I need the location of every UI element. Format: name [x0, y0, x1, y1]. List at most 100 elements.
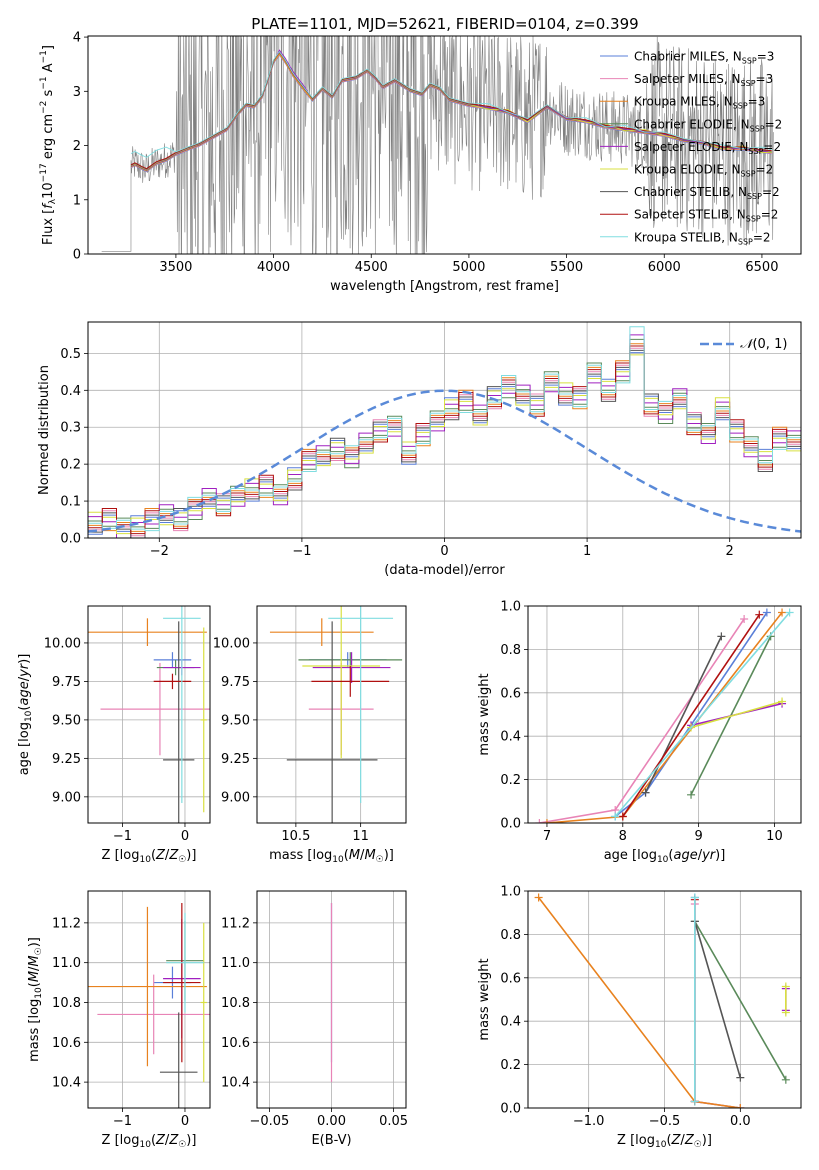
x-tick-label: −1 — [113, 829, 132, 844]
legend-label: Salpeter STELIB, NSSP=2 — [634, 208, 778, 224]
weight-line-0 — [694, 897, 741, 1108]
weight-marker — [740, 615, 749, 624]
axes-frame — [87, 890, 211, 1109]
y-tick-label: 9.25 — [221, 752, 250, 767]
weight-marker — [781, 982, 790, 991]
y-tick-label: 1.0 — [500, 600, 521, 615]
x-tick-label: 0.0 — [730, 1114, 751, 1129]
x-tick-label: 0 — [181, 1114, 189, 1129]
y-tick-label: 0.5 — [60, 347, 81, 362]
y-tick-label: 0.0 — [60, 532, 81, 547]
y-tick-label: 9.00 — [221, 790, 250, 805]
y-tick-label: 11.0 — [52, 956, 81, 971]
panel-mass-vs-Z: −1 0 10.4 10.6 10.8 11.0 11.2 Z [log10(Z/Z☉)] ma… — [27, 890, 211, 1150]
y-tick-label: 0.2 — [60, 458, 81, 473]
y-tick-label: 9.75 — [221, 675, 250, 690]
y-tick-label: 0.4 — [500, 730, 521, 745]
weight-marker — [618, 812, 627, 821]
weight-marker — [736, 1104, 745, 1108]
y-axis-label: mass weight — [477, 958, 492, 1040]
panel-spectrum: 3500 4000 4500 5000 5500 6000 6500 0 1 2 3 4 wavelen… — [39, 31, 802, 294]
legend-label: Chabrier STELIB, NSSP=2 — [634, 185, 780, 201]
x-tick-label: 11 — [352, 829, 369, 844]
weight-line-6 — [694, 921, 742, 1078]
y-tick-label: 0.8 — [500, 643, 521, 658]
panel-mass-vs-ebv: −0.05 0.00 0.05 10.4 10.6 10.8 11.0 11.2 E(B-V) — [221, 890, 408, 1148]
y-tick-label: 10.6 — [221, 1036, 250, 1051]
y-tick-label: 0.2 — [500, 1058, 521, 1073]
weight-marker — [755, 610, 764, 619]
y-tick-label: 0.4 — [60, 384, 81, 399]
gaussian-curve — [88, 389, 801, 533]
weight-marker — [542, 819, 551, 823]
weight-line-3 — [694, 921, 787, 1081]
y-tick-label: 10.8 — [52, 996, 81, 1011]
weight-marker — [762, 608, 771, 617]
weight-marker — [717, 632, 726, 641]
x-tick-label: 2 — [726, 544, 734, 559]
y-tick-label: 10.4 — [221, 1076, 250, 1091]
y-tick-label: 0.6 — [500, 971, 521, 986]
legend-label: Salpeter MILES, NSSP=3 — [634, 72, 773, 88]
x-tick-label: 8 — [619, 829, 627, 844]
weight-marker — [611, 812, 620, 821]
weight-line-7 — [622, 614, 760, 817]
panel-weight-vs-age: 7 8 9 10 0.0 0.2 0.4 0.6 0.8 1.0 age [log10(age/yr… — [477, 600, 802, 865]
legend-label: 𝒩(0, 1) — [740, 337, 787, 352]
weight-marker — [690, 1097, 699, 1106]
x-tick-label: 10 — [766, 829, 783, 844]
x-axis-label: E(B-V) — [311, 1133, 351, 1148]
y-tick-label: 11.0 — [221, 956, 250, 971]
x-tick-label: 6000 — [648, 260, 681, 275]
y-tick-label: 9.25 — [52, 752, 81, 767]
y-tick-label: 1 — [73, 193, 81, 208]
y-tick-label: 10.8 — [221, 996, 250, 1011]
panel-residuals: −2 −1 0 1 2 0.0 0.1 0.2 0.3 0.4 0.5 (data-model)/er… — [37, 321, 802, 578]
histogram-7 — [88, 345, 801, 535]
histogram-1 — [88, 347, 801, 537]
x-tick-label: 3500 — [159, 260, 192, 275]
y-tick-label: 9.75 — [52, 675, 81, 690]
y-tick-label: 0.8 — [500, 928, 521, 943]
x-axis-label: wavelength [Angstrom, rest frame] — [330, 279, 559, 294]
legend-label: Chabrier ELODIE, NSSP=2 — [634, 117, 782, 133]
y-axis-label: Flux [fλ10−17 erg cm−2 s−1 A−1] — [39, 45, 58, 245]
x-tick-label: 0.00 — [317, 1114, 346, 1129]
legend-label: Salpeter ELODIE, NSSP=2 — [634, 140, 781, 156]
weight-marker — [781, 1075, 790, 1084]
axes-frame — [87, 321, 802, 539]
x-tick-label: 5000 — [452, 260, 485, 275]
y-tick-label: 9.50 — [52, 713, 81, 728]
weight-marker — [778, 697, 787, 706]
y-tick-label: 0.0 — [500, 817, 521, 832]
legend-label: Kroupa STELIB, NSSP=2 — [634, 230, 771, 246]
y-tick-label: 10.00 — [44, 636, 81, 651]
histogram-3 — [88, 338, 801, 529]
weight-marker — [687, 790, 696, 799]
axes-frame — [256, 890, 407, 1109]
axes-frame — [527, 605, 802, 824]
y-tick-label: 0.6 — [500, 686, 521, 701]
weight-line-5 — [690, 700, 783, 729]
panel-age-vs-Z: −1 0 9.00 9.25 9.50 9.75 10.00 Z [log10(Z/Z☉)] a… — [17, 605, 211, 865]
histogram-5 — [88, 354, 801, 535]
panel-weight-vs-Z: −1.0 −0.5 0.0 0.0 0.2 0.4 0.6 0.8 1.0 Z [log10(Z/… — [477, 885, 802, 1150]
y-axis-label: mass [log10(M/M☉)] — [27, 937, 44, 1062]
y-axis-label: mass weight — [477, 673, 492, 755]
y-tick-label: 11.2 — [52, 916, 81, 931]
axes-frame — [527, 890, 802, 1109]
y-tick-label: 9.00 — [52, 790, 81, 805]
x-tick-label: 9 — [694, 829, 702, 844]
x-tick-label: 5500 — [550, 260, 583, 275]
x-tick-label: 0 — [181, 829, 189, 844]
x-tick-label: 0 — [440, 544, 448, 559]
axes-frame — [87, 605, 211, 824]
x-tick-label: 4500 — [355, 260, 388, 275]
weight-marker — [534, 893, 543, 902]
plot-area — [88, 891, 210, 1108]
legend-label: Kroupa ELODIE, NSSP=2 — [634, 163, 773, 179]
axes-frame — [87, 35, 802, 255]
weight-marker — [535, 819, 544, 823]
y-tick-label: 10.6 — [52, 1036, 81, 1051]
x-tick-label: −1 — [292, 544, 311, 559]
